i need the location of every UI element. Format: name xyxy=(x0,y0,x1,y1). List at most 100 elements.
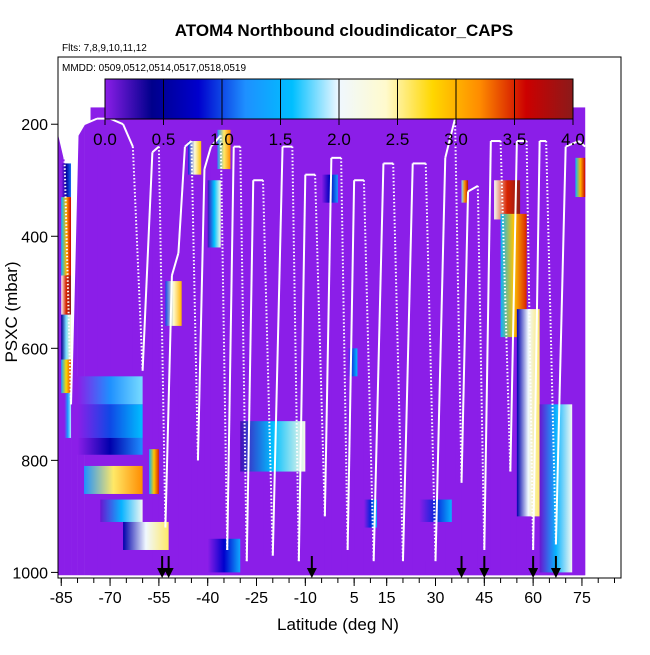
flight-track-segment xyxy=(83,117,98,126)
y-tick-label: 400 xyxy=(21,229,48,246)
flights-subtitle: Flts: 7,8,9,10,11,12 xyxy=(62,43,147,54)
flight-track-segment xyxy=(245,180,255,562)
flight-track-segment xyxy=(63,157,73,405)
colorbar-tick-label: 2.5 xyxy=(386,130,410,149)
flight-track-segment xyxy=(499,141,512,472)
flight-track-segment xyxy=(196,169,206,461)
profile-column xyxy=(305,174,316,576)
flight-track-segment xyxy=(578,140,586,148)
profile-column xyxy=(477,185,485,576)
flight-track-segment xyxy=(340,157,349,551)
flight-track-segment xyxy=(454,118,463,483)
profile-column xyxy=(445,118,456,576)
flight-track-segment xyxy=(291,146,300,562)
flight-track-segment xyxy=(57,129,66,159)
flight-track-segment xyxy=(401,163,414,562)
heatmap-cell xyxy=(84,465,143,494)
profile-column xyxy=(468,185,478,576)
x-tick-label: -25 xyxy=(245,590,268,607)
flight-track-segment xyxy=(109,117,124,126)
x-tick-label: 5 xyxy=(350,590,359,607)
flight-track-segment xyxy=(346,180,356,551)
flight-track-segment xyxy=(157,146,167,528)
colorbar-tick-label: 2.0 xyxy=(327,130,351,149)
y-tick-label: 1000 xyxy=(12,565,48,582)
x-tick-label: 75 xyxy=(573,590,591,607)
profile-column xyxy=(77,124,85,576)
profile-column xyxy=(253,180,264,576)
x-tick-label: 30 xyxy=(427,590,445,607)
flight-track-segment xyxy=(164,275,173,528)
flight-track-segment xyxy=(76,123,85,136)
heatmap-cell xyxy=(575,157,586,198)
heatmap-cell xyxy=(77,376,143,405)
profile-column xyxy=(97,118,111,576)
chart-title: ATOM4 Northbound cloudindicator_CAPS xyxy=(175,21,513,40)
profile-column xyxy=(178,146,185,576)
marker-arrow-head xyxy=(456,568,467,578)
marker-arrow-head xyxy=(528,568,539,578)
x-tick-label: -85 xyxy=(50,590,73,607)
flight-track-segment xyxy=(362,180,375,562)
flight-track-segment xyxy=(314,174,326,517)
flight-track-segment xyxy=(122,123,134,148)
colorbar-tick-label: 1.5 xyxy=(269,130,293,149)
flight-track-segment xyxy=(131,146,144,371)
heatmap-cell xyxy=(207,180,221,248)
profile-column xyxy=(152,146,159,576)
heatmap-cell xyxy=(539,404,573,573)
colorbar: 0.0 0.5 1.0 1.5 2.0 2.5 3.0 3.5 4.0 xyxy=(93,78,585,149)
heatmap-cell xyxy=(77,404,143,438)
x-tick-label: -10 xyxy=(294,590,317,607)
marker-arrow-head xyxy=(306,568,317,578)
y-tick-label: 800 xyxy=(21,453,48,470)
flight-track-segment xyxy=(323,157,333,517)
y-axis-label: PSXC (mbar) xyxy=(2,261,21,362)
flight-track-segment xyxy=(545,141,557,545)
profile-column xyxy=(383,163,394,576)
profile-column xyxy=(282,146,293,576)
profile-column xyxy=(71,135,78,576)
plot-frame xyxy=(57,56,622,579)
plot-area xyxy=(57,107,586,578)
flight-track-segment xyxy=(190,141,199,461)
profile-column xyxy=(110,118,124,576)
flight-track-segment xyxy=(226,146,235,551)
flight-track-segment xyxy=(262,180,274,556)
flight-track-segment xyxy=(177,146,186,254)
flight-track-segment xyxy=(444,118,456,159)
heatmap-cell xyxy=(149,449,159,494)
flight-track-segment xyxy=(239,146,248,562)
axes: -85 -70 -55 -40 -25 -10 5 15 30 45 60 75 200 400 600 80… xyxy=(12,56,622,607)
flight-track-segment xyxy=(467,184,479,193)
profile-column xyxy=(204,146,211,576)
heatmap-cell xyxy=(61,314,72,360)
flight-track-segment xyxy=(460,191,470,483)
profile-column xyxy=(490,141,501,576)
colorbar-tick-label: 3.0 xyxy=(444,130,468,149)
profile-column xyxy=(578,141,586,576)
heatmap-cell xyxy=(419,499,452,522)
heatmap-cell xyxy=(188,141,202,175)
x-tick-label: -55 xyxy=(147,590,170,607)
flight-track-segment xyxy=(554,146,567,545)
heatmap-cell xyxy=(461,180,469,203)
x-tick-label: 15 xyxy=(378,590,396,607)
flight-track-segment xyxy=(184,140,193,148)
profile-column xyxy=(184,141,192,576)
flight-track-segment xyxy=(434,157,447,562)
heatmap-cell xyxy=(207,538,241,573)
y-tick-label: 200 xyxy=(21,117,48,134)
heatmap-cell xyxy=(61,275,72,315)
flight-track-segment xyxy=(476,185,486,551)
marker-arrow-head xyxy=(163,568,174,578)
profile-column xyxy=(123,124,133,576)
heatmap-cell xyxy=(61,163,72,198)
flight-track-segment xyxy=(483,141,492,551)
flight-track-segment xyxy=(151,145,160,153)
colorbar-tick-label: 4.0 xyxy=(561,130,585,149)
profile-column xyxy=(354,180,364,576)
heatmap-cell xyxy=(64,393,72,438)
